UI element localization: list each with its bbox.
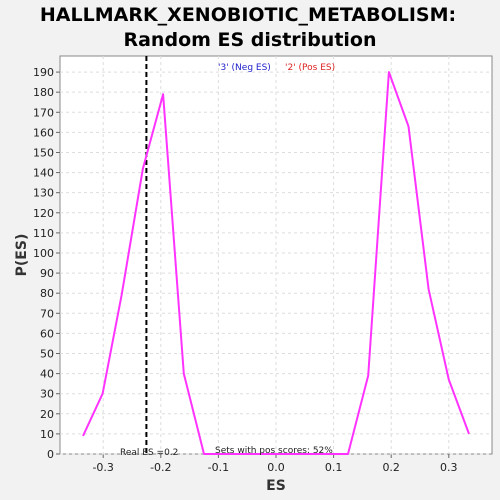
x-tick-label: 0.2 — [382, 461, 400, 474]
x-tick-label: -0.2 — [150, 461, 171, 474]
legend-entry-neg-es: '3' (Neg ES) — [218, 63, 271, 73]
pos-scores-annotation: Sets with pos scores: 52% — [215, 446, 333, 456]
legend: '3' (Neg ES) '2' (Pos ES) — [218, 63, 335, 73]
es-distribution-line — [82, 71, 470, 455]
y-tick-label: 170 — [33, 106, 54, 119]
x-tick-label: -0.3 — [92, 461, 113, 474]
y-tick-label: 10 — [40, 428, 54, 441]
x-tick-labels: -0.3 -0.2 -0.1 0.0 0.1 0.2 0.3 — [92, 461, 457, 474]
y-tick-label: 100 — [33, 247, 54, 260]
real-es-label: Real ES =0.2 — [120, 448, 178, 458]
y-tick-labels: 0 10 20 30 40 50 60 70 80 90 100 110 120 130 140 150 160… — [33, 66, 54, 461]
y-gridlines — [56, 71, 492, 455]
y-tick-label: 190 — [33, 66, 54, 79]
y-tick-label: 80 — [40, 287, 54, 300]
y-tick-label: 50 — [40, 347, 54, 360]
legend-entry-pos-es: '2' (Pos ES) — [285, 63, 335, 73]
y-tick-label: 20 — [40, 408, 54, 421]
x-axis-label: ES — [266, 478, 286, 494]
x-tick-label: 0.0 — [267, 461, 285, 474]
y-tick-label: 160 — [33, 126, 54, 139]
x-tick-label: -0.1 — [208, 461, 229, 474]
y-tick-label: 40 — [40, 368, 54, 381]
y-tick-label: 70 — [40, 307, 54, 320]
y-tick-label: 150 — [33, 146, 54, 159]
y-tick-label: 90 — [40, 267, 54, 280]
y-tick-label: 130 — [33, 187, 54, 200]
y-tick-label: 180 — [33, 86, 54, 99]
y-tick-label: 110 — [33, 227, 54, 240]
chart-title-line-1: HALLMARK_XENOBIOTIC_METABOLISM: — [40, 4, 456, 26]
x-tick-label: 0.3 — [440, 461, 458, 474]
y-tick-label: 60 — [40, 327, 54, 340]
y-tick-label: 30 — [40, 388, 54, 401]
x-tick-label: 0.1 — [325, 461, 343, 474]
chart-title-line-2: Random ES distribution — [123, 29, 376, 51]
y-tick-label: 120 — [33, 207, 54, 220]
y-tick-label: 140 — [33, 167, 54, 180]
y-axis-label: P(ES) — [14, 234, 30, 277]
y-tick-label: 0 — [47, 448, 54, 461]
